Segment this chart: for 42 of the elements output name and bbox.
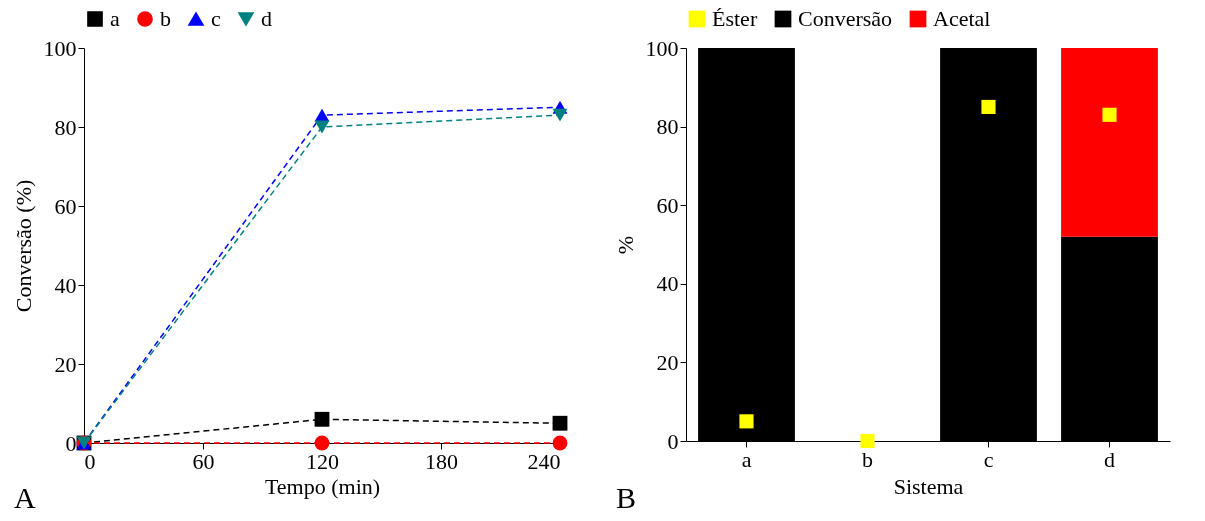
point <box>860 433 875 449</box>
y-tick-label: 40 <box>54 272 77 298</box>
x-axis-title: Tempo (min) <box>264 473 381 499</box>
y-tick-label: 0 <box>65 430 77 456</box>
y-tick-label: 100 <box>43 35 77 61</box>
x-tick-label: 240 <box>527 448 561 474</box>
x-axis-title: Sistema <box>893 473 964 499</box>
y-tick-label: 20 <box>656 349 679 375</box>
legend-label: d <box>261 6 272 31</box>
y-axis-title: % <box>612 235 638 255</box>
x-tick-label: 0 <box>84 448 96 474</box>
x-tick-label: 180 <box>425 448 458 474</box>
legend-label: b <box>160 6 171 31</box>
legend-label: Conversão <box>798 6 893 31</box>
point <box>552 415 568 431</box>
text: B <box>616 481 637 515</box>
x-tick-label: a <box>741 446 752 472</box>
x-tick-label: b <box>862 446 873 472</box>
legend-label: Éster <box>712 6 758 31</box>
legend-label: Acetal <box>933 6 991 31</box>
x-tick-label: c <box>983 446 994 472</box>
point <box>314 411 330 427</box>
x-tick-label: 120 <box>306 448 339 474</box>
point <box>981 99 996 115</box>
y-tick-label: 20 <box>54 351 77 377</box>
point <box>552 435 568 451</box>
legend-label: a <box>110 6 120 31</box>
y-tick-label: 40 <box>656 271 679 297</box>
x-tick-label: d <box>1104 446 1115 472</box>
legend-label: c <box>211 6 221 31</box>
y-tick-label: 100 <box>645 35 679 61</box>
text: A <box>14 481 36 515</box>
y-tick-label: 80 <box>54 114 77 140</box>
y-tick-label: 60 <box>656 192 679 218</box>
point <box>739 414 754 429</box>
point <box>1102 107 1117 122</box>
y-tick-label: 80 <box>656 114 679 140</box>
point <box>314 435 330 451</box>
y-axis-title: Conversão (%) <box>10 179 36 313</box>
x-tick-label: 60 <box>192 448 215 474</box>
y-tick-label: 60 <box>54 193 77 219</box>
y-tick-label: 0 <box>667 428 679 454</box>
